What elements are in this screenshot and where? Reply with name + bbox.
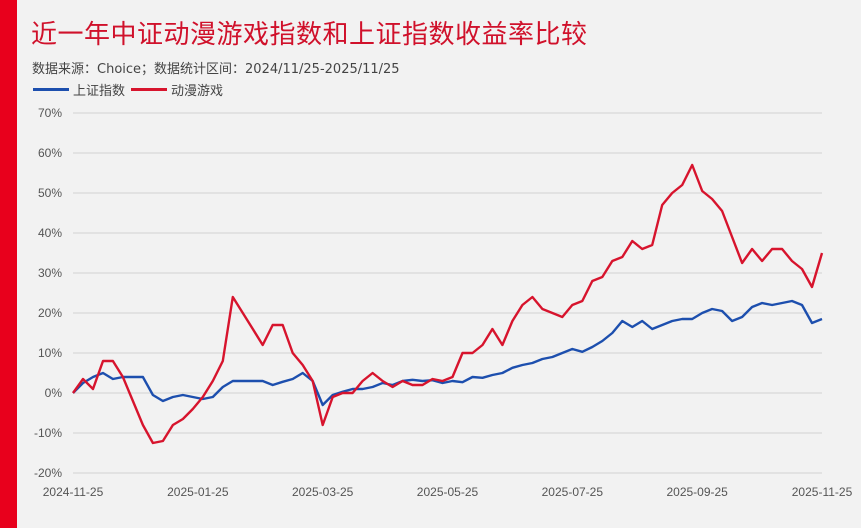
y-tick-label: 0% bbox=[45, 386, 63, 400]
y-tick-label: 50% bbox=[38, 186, 62, 200]
legend: 上证指数 动漫游戏 bbox=[33, 80, 229, 99]
y-tick-label: 40% bbox=[38, 226, 62, 240]
y-tick-label: -20% bbox=[34, 466, 62, 480]
series-line-shanghai bbox=[72, 299, 823, 407]
legend-label-anime: 动漫游戏 bbox=[171, 84, 224, 99]
legend-item-shanghai: 上证指数 bbox=[33, 80, 125, 99]
legend-swatch-shanghai bbox=[33, 88, 69, 91]
y-tick-label: -10% bbox=[34, 426, 62, 440]
y-tick-label: 60% bbox=[38, 146, 62, 160]
x-tick-label: 2025-09-25 bbox=[666, 485, 728, 499]
data-source-note: 数据来源：Choice；数据统计区间：2024/11/25-2025/11/25 bbox=[32, 62, 400, 77]
x-tick-label: 2025-01-25 bbox=[167, 485, 229, 499]
x-tick-label: 2024-11-25 bbox=[43, 485, 104, 499]
legend-item-anime: 动漫游戏 bbox=[131, 80, 223, 99]
x-tick-label: 2025-11-25 bbox=[792, 485, 853, 499]
x-tick-label: 2025-03-25 bbox=[292, 485, 354, 499]
y-tick-label: 70% bbox=[38, 106, 62, 120]
legend-label-shanghai: 上证指数 bbox=[73, 84, 126, 99]
legend-swatch-anime bbox=[131, 88, 168, 91]
y-tick-label: 30% bbox=[38, 266, 62, 280]
accent-bar bbox=[0, 0, 17, 528]
chart-title: 近一年中证动漫游戏指数和上证指数收益率比较 bbox=[31, 20, 588, 50]
x-tick-label: 2025-07-25 bbox=[542, 485, 604, 499]
series-line-anime bbox=[72, 163, 824, 445]
y-tick-label: 10% bbox=[38, 346, 62, 360]
x-tick-label: 2025-05-25 bbox=[417, 485, 479, 499]
y-tick-label: 20% bbox=[38, 306, 62, 320]
